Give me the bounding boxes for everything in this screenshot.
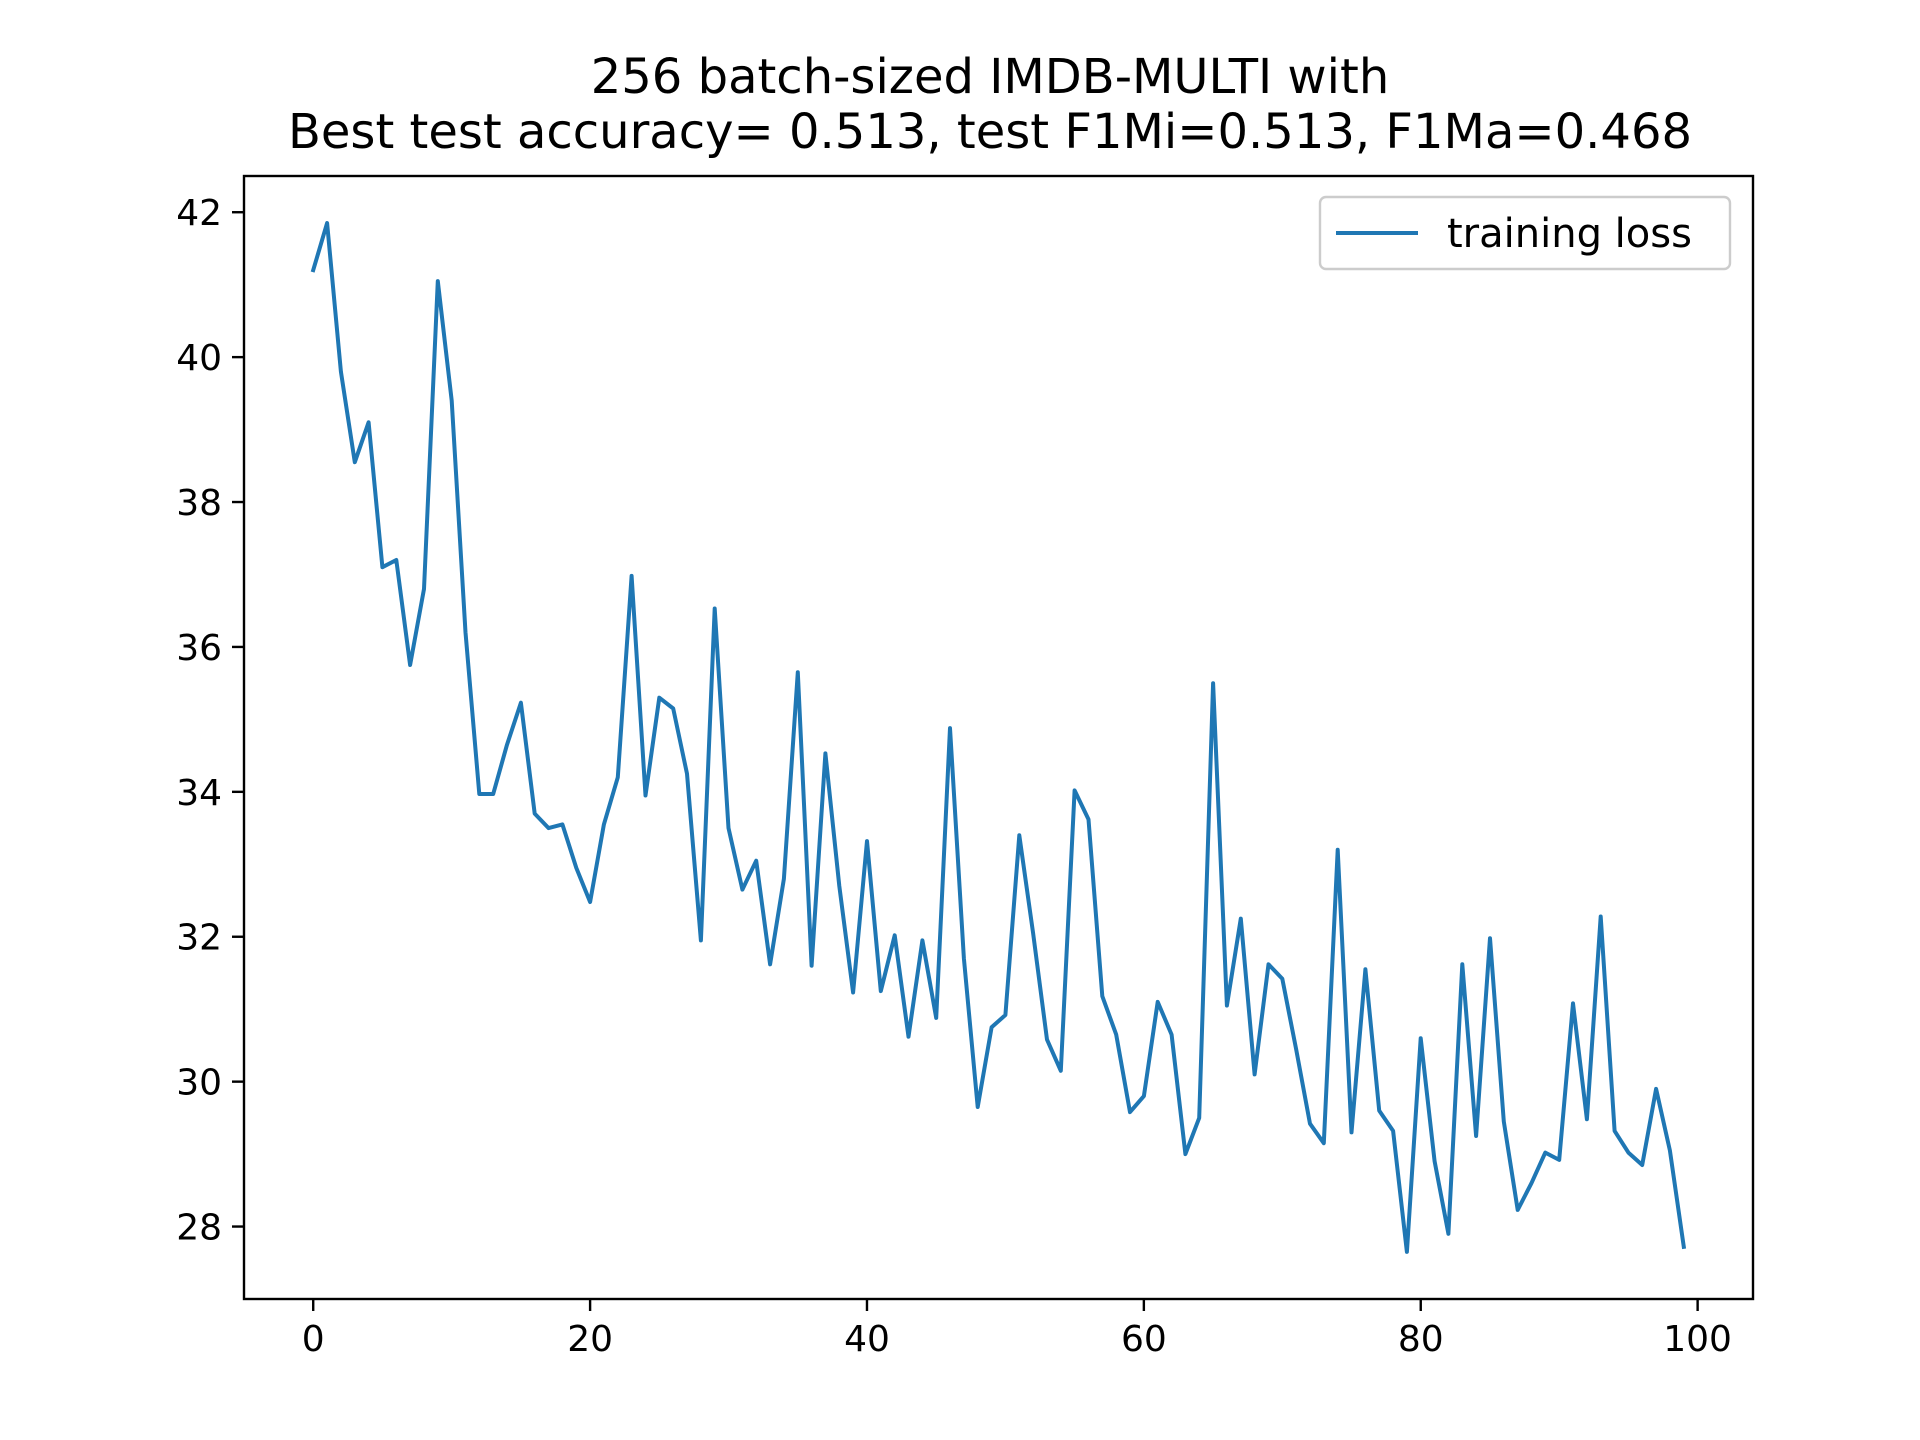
y-tick-label: 28 bbox=[176, 1208, 222, 1249]
series-layer bbox=[310, 221, 1687, 1254]
series-line-0 bbox=[310, 221, 1687, 1254]
x-axis: 0 20 40 60 80 100 bbox=[302, 1299, 1732, 1360]
legend-label: training loss bbox=[1447, 211, 1692, 257]
y-tick-label: 40 bbox=[176, 338, 222, 379]
y-tick-label: 32 bbox=[176, 918, 222, 959]
y-tick-label: 38 bbox=[176, 483, 222, 524]
title-line-2: Best test accuracy= 0.513, test F1Mi=0.5… bbox=[288, 104, 1692, 160]
y-tick-label: 30 bbox=[176, 1063, 222, 1104]
legend-box bbox=[1318, 195, 1732, 271]
legend: training loss bbox=[1318, 195, 1732, 271]
plot-frame bbox=[242, 174, 1755, 1301]
x-tick-label: 0 bbox=[302, 1319, 325, 1360]
y-axis: 28 30 32 34 36 38 40 42 bbox=[176, 193, 244, 1249]
title-line-1: 256 batch-sized IMDB-MULTI with bbox=[591, 49, 1390, 105]
y-tick-label: 42 bbox=[176, 193, 222, 234]
x-tick-label: 100 bbox=[1663, 1319, 1732, 1360]
x-tick-label: 60 bbox=[1121, 1319, 1167, 1360]
x-tick-label: 80 bbox=[1398, 1319, 1444, 1360]
y-tick-label: 36 bbox=[176, 628, 222, 669]
y-tick-label: 34 bbox=[176, 773, 222, 814]
chart-title: 256 batch-sized IMDB-MULTI with Best tes… bbox=[288, 49, 1692, 160]
x-tick-label: 40 bbox=[844, 1319, 890, 1360]
x-tick-label: 20 bbox=[567, 1319, 613, 1360]
